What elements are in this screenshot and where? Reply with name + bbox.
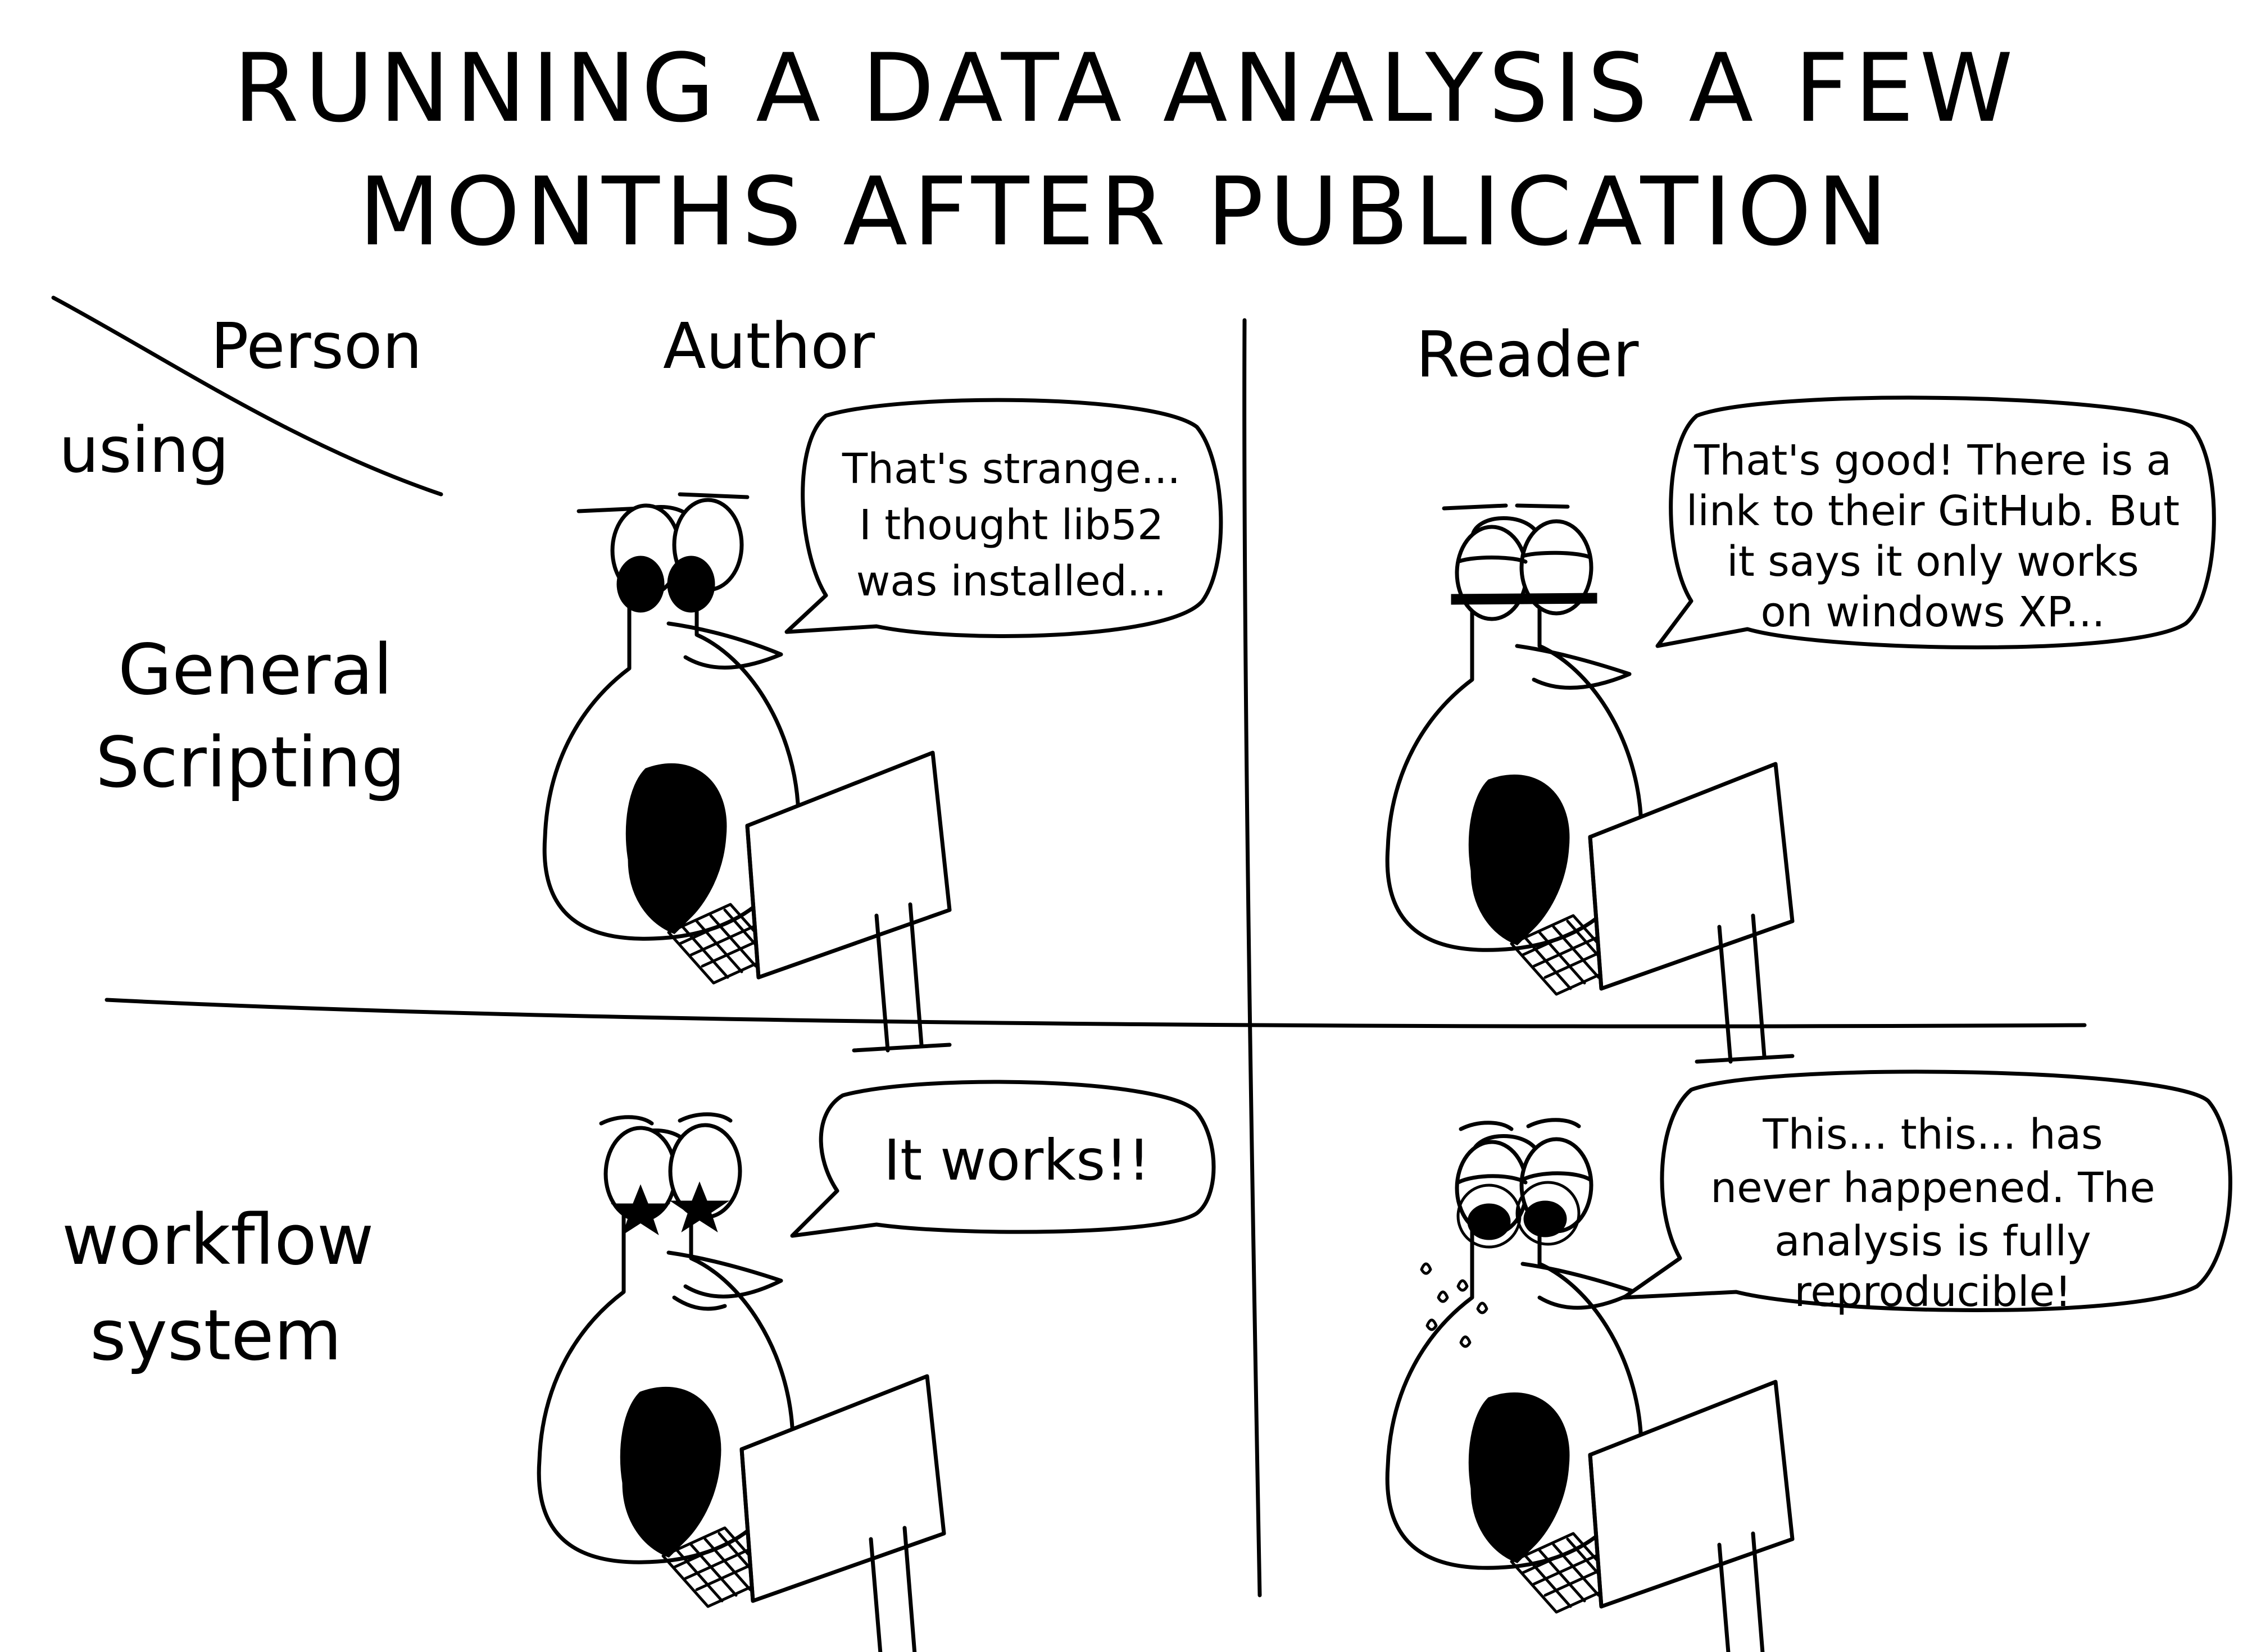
bubble-author-scripting-line-3: was installed...	[856, 557, 1167, 606]
speech-bubble-author-scripting	[784, 398, 1223, 638]
bubble-reader-scripting-line-3: it says it only works	[1727, 538, 2139, 586]
bubble-reader-scripting-line-4: on windows XP...	[1761, 588, 2105, 636]
panel-author-scripting: That's strange... I thought lib52 was in…	[544, 398, 1223, 1050]
bubble-reader-workflow-line-4: reproducible!	[1794, 1268, 2071, 1316]
corner-person-label: Person	[211, 310, 422, 383]
bubble-reader-scripting-line-2: link to their GitHub. But	[1686, 487, 2180, 535]
corner-diagonal-line	[51, 295, 443, 497]
author-penguin-frustrated	[544, 492, 950, 1050]
speech-bubble-reader-workflow	[1622, 1070, 2232, 1312]
bubble-author-scripting-line-2: I thought lib52	[859, 501, 1164, 549]
corner-using-label: using	[59, 414, 229, 487]
title-line-2: MONTHS AFTER PUBLICATION	[358, 157, 1893, 267]
row-label-general-line-2: Scripting	[96, 722, 405, 803]
bubble-reader-workflow-line-2: never happened. The	[1710, 1164, 2155, 1212]
panel-author-workflow: It works!!	[539, 1080, 1216, 1652]
speech-bubble-author-workflow	[790, 1080, 1216, 1238]
grid-horizontal-line	[105, 998, 2087, 1028]
column-header-reader: Reader	[1416, 318, 1639, 392]
bubble-reader-scripting-line-1: That's good! There is a	[1693, 436, 2172, 485]
title-line-1: RUNNING A DATA ANALYSIS A FEW	[233, 33, 2018, 143]
bubble-reader-workflow-line-1: This... this... has	[1762, 1111, 2103, 1159]
grid-vertical-line	[1242, 318, 1262, 1598]
panel-reader-workflow: This... this... has never happened. The …	[1387, 1070, 2232, 1652]
bubble-reader-workflow-line-3: analysis is fully	[1774, 1217, 2091, 1266]
reader-penguin-crying	[1387, 1118, 1792, 1652]
panel-reader-scripting: That's good! There is a link to their Gi…	[1387, 395, 2216, 1062]
row-label-workflow-line-2: system	[90, 1295, 342, 1376]
speech-bubble-reader-scripting	[1655, 395, 2216, 649]
author-penguin-happy	[539, 1112, 944, 1652]
reader-penguin-hopeful	[1387, 503, 1792, 1062]
row-label-workflow-line-1: workflow	[62, 1200, 374, 1281]
row-label-general-line-1: General	[118, 630, 393, 711]
bubble-author-workflow-line-1: It works!!	[884, 1127, 1151, 1193]
bubble-author-scripting-line-1: That's strange...	[842, 445, 1181, 493]
column-header-author: Author	[663, 310, 875, 383]
